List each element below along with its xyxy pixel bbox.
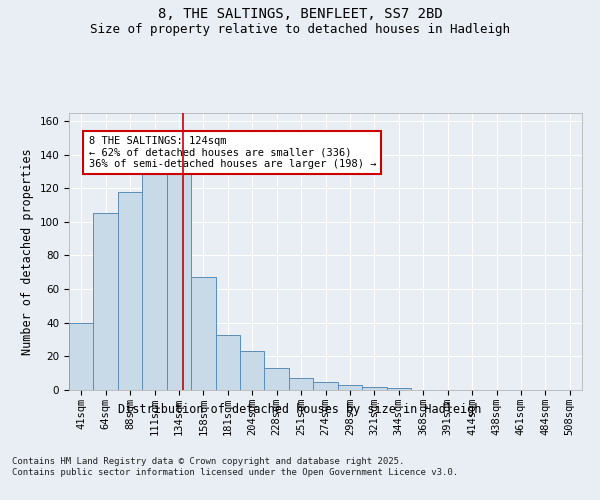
Bar: [142, 166, 167, 390]
Bar: [386, 388, 411, 390]
Bar: [289, 378, 313, 390]
Bar: [167, 166, 191, 390]
Bar: [191, 278, 215, 390]
Text: Size of property relative to detached houses in Hadleigh: Size of property relative to detached ho…: [90, 22, 510, 36]
Text: Distribution of detached houses by size in Hadleigh: Distribution of detached houses by size …: [118, 402, 482, 415]
Bar: [240, 352, 265, 390]
Bar: [215, 334, 240, 390]
Text: 8, THE SALTINGS, BENFLEET, SS7 2BD: 8, THE SALTINGS, BENFLEET, SS7 2BD: [158, 8, 442, 22]
Bar: [338, 385, 362, 390]
Bar: [313, 382, 338, 390]
Text: Contains HM Land Registry data © Crown copyright and database right 2025.
Contai: Contains HM Land Registry data © Crown c…: [12, 458, 458, 477]
Bar: [94, 214, 118, 390]
Bar: [69, 322, 94, 390]
Bar: [265, 368, 289, 390]
Y-axis label: Number of detached properties: Number of detached properties: [21, 148, 34, 354]
Text: 8 THE SALTINGS: 124sqm
← 62% of detached houses are smaller (336)
36% of semi-de: 8 THE SALTINGS: 124sqm ← 62% of detached…: [89, 136, 376, 169]
Bar: [118, 192, 142, 390]
Bar: [362, 386, 386, 390]
